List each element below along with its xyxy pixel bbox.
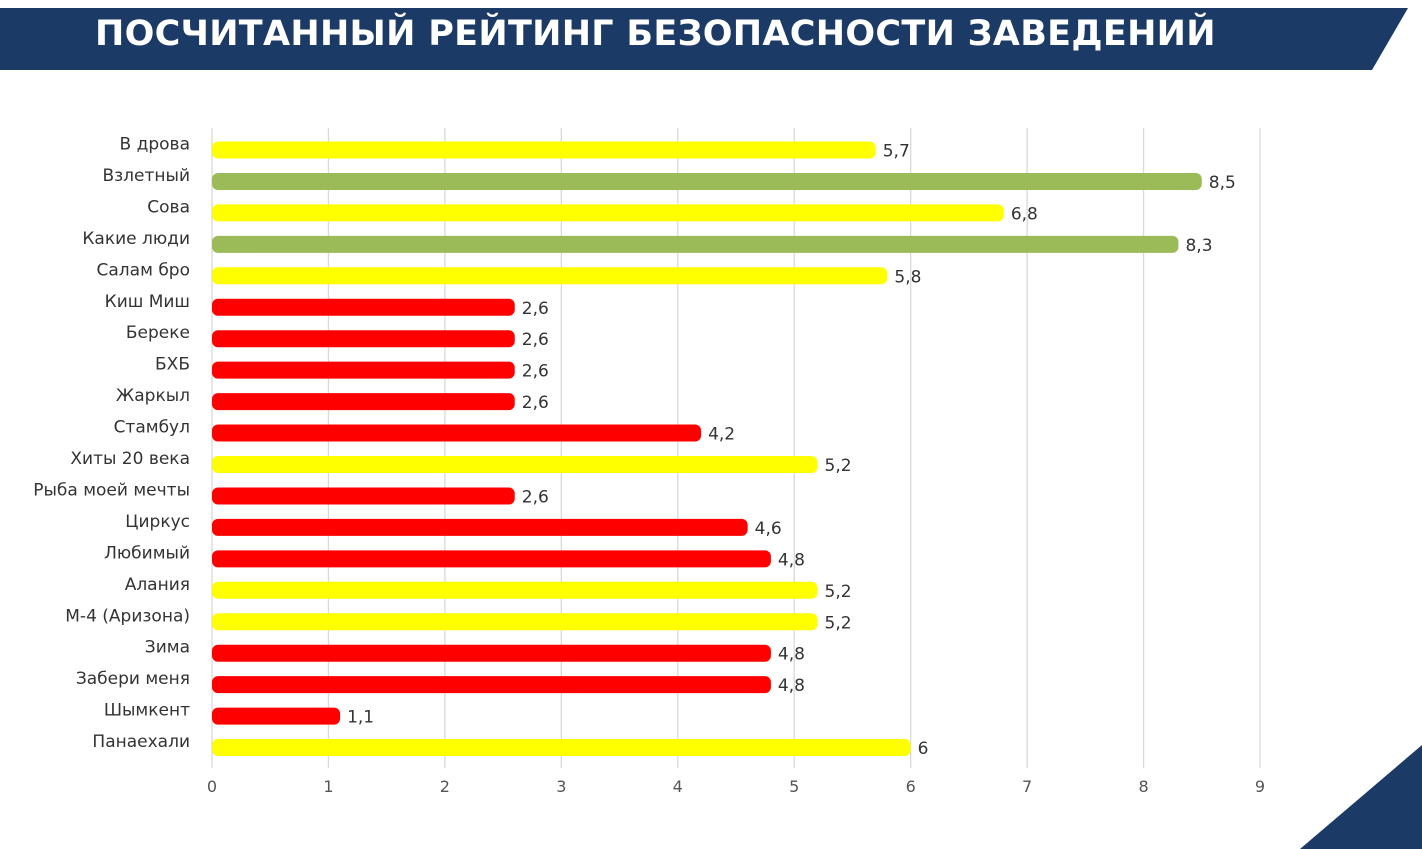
data-label: 5,7 (883, 142, 910, 162)
bar (212, 298, 515, 316)
category-label: Рыба моей мечты (33, 480, 190, 500)
data-label: 8,3 (1185, 236, 1212, 256)
bar (212, 550, 771, 568)
category-label: Жаркыл (116, 386, 190, 406)
category-label: Циркус (125, 512, 190, 532)
category-label: Любимый (104, 543, 190, 563)
title-banner (0, 8, 1408, 70)
category-label: Взлетный (102, 166, 190, 186)
data-label: 4,2 (708, 425, 735, 445)
page-title: ПОСЧИТАННЫЙ РЕЙТИНГ БЕЗОПАСНОСТИ ЗАВЕДЕН… (95, 14, 1216, 54)
bar (212, 141, 876, 159)
bar (212, 613, 818, 631)
bar (212, 204, 1004, 222)
chart-grid (211, 128, 1261, 768)
data-label: 5,8 (894, 267, 921, 287)
bar (212, 361, 515, 379)
data-label: 1,1 (347, 708, 374, 728)
data-label: 6 (918, 739, 929, 759)
x-tick-label: 0 (207, 777, 217, 796)
data-label: 5,2 (825, 456, 852, 476)
x-axis-ticks: 0 1 2 3 4 5 6 7 8 9 (207, 777, 1265, 796)
bar (212, 518, 748, 536)
corner-decoration (1300, 745, 1422, 849)
bar (212, 644, 771, 662)
data-label: 4,8 (778, 676, 805, 696)
data-label: 4,6 (755, 519, 782, 539)
x-tick-label: 1 (323, 777, 333, 796)
category-label: Сова (147, 197, 190, 217)
category-label: Забери меня (76, 669, 190, 689)
x-tick-label: 7 (1022, 777, 1032, 796)
data-label: 2,6 (522, 393, 549, 413)
data-label: 2,6 (522, 330, 549, 350)
x-tick-label: 6 (906, 777, 916, 796)
data-label: 4,8 (778, 645, 805, 665)
category-label: Зима (145, 638, 190, 658)
bar (212, 487, 515, 505)
value-labels: 5,7 8,5 6,8 8,3 5,8 2,6 2,6 2,6 2,6 4,2 5,2 2,6 4,6 4… (347, 142, 1236, 760)
category-label: Шымкент (104, 701, 190, 721)
data-label: 5,2 (825, 582, 852, 602)
banner-shape (0, 8, 1408, 70)
category-label: Панаехали (92, 732, 190, 752)
x-tick-label: 5 (789, 777, 799, 796)
bar (212, 267, 888, 285)
x-tick-label: 8 (1138, 777, 1148, 796)
category-label: Береке (126, 323, 190, 343)
category-label: М-4 (Аризона) (65, 606, 190, 626)
category-label: Салам бро (97, 260, 190, 280)
category-label: Алания (125, 575, 190, 595)
bar (212, 172, 1202, 190)
category-label: В дрова (120, 135, 190, 155)
data-label: 5,2 (825, 613, 852, 633)
bar (212, 235, 1179, 253)
data-label: 2,6 (522, 487, 549, 507)
category-label: БХБ (155, 355, 190, 375)
bar (212, 707, 341, 725)
x-tick-label: 9 (1255, 777, 1265, 796)
bar (212, 393, 515, 411)
category-label: Хиты 20 века (70, 449, 190, 469)
category-labels: В дрова Взлетный Сова Какие люди Салам бро Ки… (33, 135, 190, 753)
x-tick-label: 4 (673, 777, 683, 796)
data-label: 6,8 (1011, 204, 1038, 224)
bar (212, 424, 702, 442)
bar (212, 581, 818, 599)
category-label: Киш Миш (105, 292, 190, 312)
bar (212, 676, 771, 694)
data-label: 8,5 (1209, 173, 1236, 193)
category-label: Какие люди (82, 229, 190, 249)
category-label: Стамбул (114, 418, 190, 438)
x-tick-label: 3 (556, 777, 566, 796)
bar (212, 739, 911, 757)
data-label: 2,6 (522, 362, 549, 382)
bar (212, 456, 818, 473)
data-label: 4,8 (778, 550, 805, 570)
x-tick-label: 2 (440, 777, 450, 796)
data-label: 2,6 (522, 299, 549, 319)
chart-bars (212, 141, 1202, 757)
corner-shape (1300, 745, 1422, 849)
bar (212, 330, 515, 348)
